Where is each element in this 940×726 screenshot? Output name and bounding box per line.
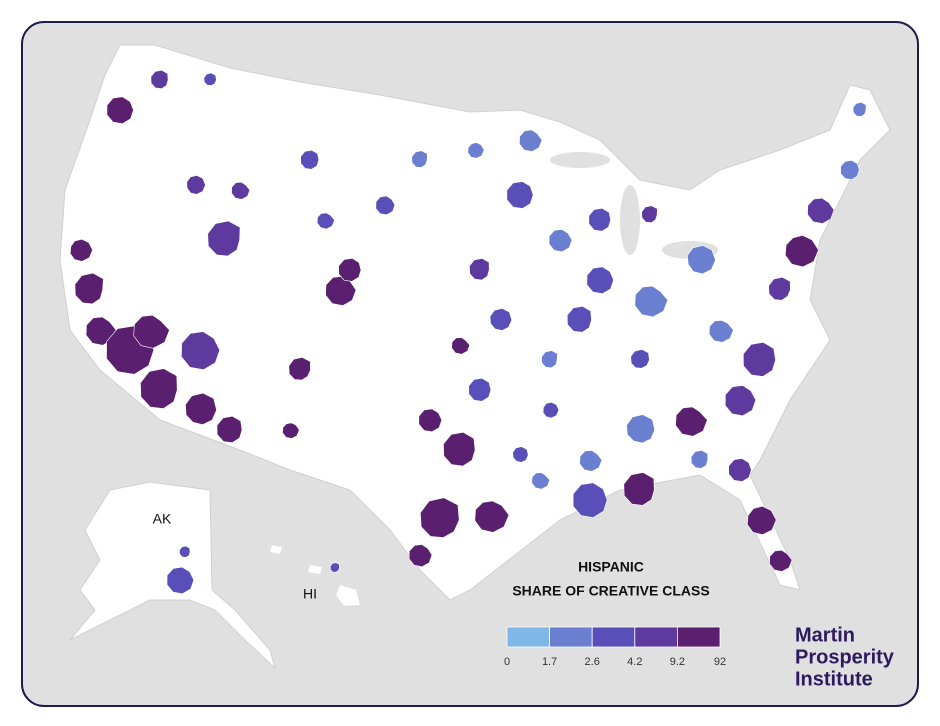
region — [512, 446, 529, 463]
region — [408, 544, 433, 568]
logo-line: Martin — [795, 624, 855, 646]
region — [769, 549, 793, 572]
region — [742, 341, 776, 377]
legend-swatch — [549, 626, 593, 648]
region — [784, 234, 819, 268]
legend-swatch — [506, 626, 550, 648]
region — [768, 276, 791, 301]
hawaii-label: HI — [303, 586, 317, 602]
region — [106, 96, 134, 125]
region — [418, 408, 443, 433]
hawaii-1 — [336, 585, 360, 606]
legend-tick-label: 0 — [504, 656, 510, 668]
region — [489, 308, 513, 331]
region — [179, 545, 191, 558]
region — [586, 266, 614, 295]
region — [542, 401, 560, 419]
region — [641, 205, 658, 224]
region — [675, 406, 708, 437]
region — [338, 257, 362, 282]
region — [375, 195, 396, 216]
region — [282, 422, 300, 439]
region — [419, 497, 460, 538]
region — [506, 181, 534, 209]
region — [566, 305, 592, 333]
region — [588, 207, 612, 232]
region — [474, 500, 510, 533]
legend-tick-label: 1.7 — [542, 656, 557, 668]
region — [519, 129, 543, 152]
region — [186, 175, 206, 195]
region — [840, 159, 860, 180]
region — [626, 414, 656, 444]
region — [133, 314, 170, 349]
region — [548, 229, 573, 253]
region — [329, 562, 340, 573]
legend-swatch — [677, 626, 721, 648]
region — [203, 72, 217, 86]
region — [531, 472, 551, 490]
region — [469, 258, 490, 281]
map-subtitle: SHARE OF CREATIVE CLASS — [512, 583, 709, 599]
region — [451, 337, 471, 355]
conterminous-us — [59, 44, 891, 601]
region — [150, 69, 169, 90]
regions — [69, 69, 867, 595]
region — [207, 220, 241, 257]
region — [746, 505, 777, 536]
region — [807, 197, 835, 224]
legend-tick-label: 4.2 — [627, 656, 642, 668]
region — [443, 431, 476, 467]
region — [687, 245, 716, 275]
region — [468, 377, 492, 402]
region — [411, 150, 428, 168]
region — [708, 319, 734, 343]
logo-line: Institute — [795, 668, 873, 690]
legend-tick-label: 92 — [714, 656, 726, 668]
legend-swatch — [591, 626, 636, 648]
region — [74, 272, 104, 305]
region — [728, 458, 752, 482]
alaska-label: AK — [153, 511, 172, 527]
region — [572, 482, 608, 518]
region — [579, 450, 603, 472]
lake — [620, 185, 640, 255]
region — [181, 331, 221, 371]
region — [852, 101, 867, 117]
region — [467, 142, 485, 159]
region — [185, 392, 217, 426]
region — [541, 350, 558, 369]
legend-tick-label: 9.2 — [670, 656, 685, 668]
region — [623, 472, 655, 506]
logo-line: Prosperity — [795, 646, 895, 668]
region — [231, 181, 251, 200]
region — [634, 285, 669, 318]
region — [300, 149, 320, 170]
hawaii-2 — [308, 565, 322, 574]
legend-swatch — [634, 626, 678, 648]
legend-tick-label: 2.6 — [585, 656, 600, 668]
region — [69, 238, 93, 262]
region — [216, 415, 243, 444]
hawaii-3 — [270, 545, 282, 554]
region — [690, 449, 709, 469]
region — [630, 349, 650, 369]
legend: 0 1.7 2.6 4.2 9.2 92 — [504, 626, 726, 668]
region — [288, 356, 311, 381]
region — [140, 368, 178, 409]
lake — [550, 152, 610, 168]
region — [724, 385, 757, 417]
map-title: HISPANIC — [578, 559, 644, 575]
region — [316, 212, 335, 230]
region — [166, 566, 195, 595]
